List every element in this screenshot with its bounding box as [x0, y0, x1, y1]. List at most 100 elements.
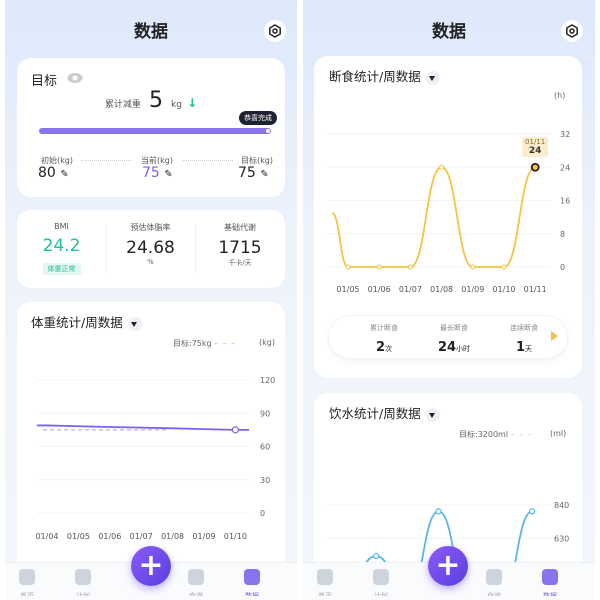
bmr-metric: 基础代谢 1715 千卡/天	[218, 223, 262, 267]
chart-tooltip: 01/11 24	[522, 137, 549, 157]
bmi-value: 24.2	[42, 236, 81, 256]
weight-series-line	[37, 424, 249, 431]
y-tick-label: 30	[260, 476, 270, 485]
tab-3[interactable]: 食谱	[176, 569, 216, 596]
add-record-button[interactable]: +	[131, 546, 171, 586]
summary-item: 连续断食 1天	[510, 324, 538, 355]
y-tick-label: 90	[260, 409, 270, 418]
body-fat-metric: 预估体脂率 24.68 %	[126, 223, 175, 266]
page-title: 数据	[432, 22, 466, 42]
y-tick-label: 630	[554, 535, 569, 544]
page-title: 数据	[134, 22, 168, 42]
loss-value: 5	[148, 88, 163, 113]
goal-label: 目标	[31, 74, 58, 89]
tab-3[interactable]: 食谱	[474, 569, 514, 596]
x-tick-label: 01/08	[161, 532, 184, 541]
tab-icon	[317, 569, 333, 585]
x-tick-label: 01/09	[461, 285, 484, 294]
bmi-status-tag: 体重正常	[42, 263, 81, 275]
settings-button[interactable]	[561, 20, 583, 42]
fasting-line-chart: 0 8 16 24 32 01/05 01/06 01/07 01/08 01/09 01/10 01…	[326, 130, 570, 294]
x-tick-label: 01/08	[430, 285, 453, 294]
weight-line-chart: 0 30 60 90 120 01/04 01/05 01/06 01/07 01/08 01/09…	[35, 376, 275, 541]
tab-icon	[373, 569, 389, 585]
x-tick-label: 01/10	[224, 532, 247, 541]
dashed-legend-icon: – – –	[510, 430, 533, 439]
y-tick-label: 0	[560, 263, 565, 272]
eye-icon[interactable]	[67, 72, 83, 84]
divider	[81, 160, 131, 161]
x-tick-label: 01/05	[336, 285, 359, 294]
goal-card: 目标 累计减重 5 kg ↓ 恭喜完成 初始(kg) 80 ✎ 当前(kg) 7…	[17, 58, 285, 197]
edit-icon: ✎	[164, 169, 173, 180]
add-record-button[interactable]: +	[428, 546, 468, 586]
y-tick-label: 0	[260, 509, 265, 518]
y-tick-label: 60	[260, 443, 270, 452]
fasting-chart-period-dropdown[interactable]: 断食统计/周数据	[329, 66, 440, 85]
summary-item: 累计断食 2次	[370, 324, 398, 355]
x-tick-label: 01/10	[492, 285, 515, 294]
play-arrow-icon[interactable]	[551, 331, 558, 341]
body-metrics-card: BMI 24.2 体重正常 预估体脂率 24.68 % 基础代谢 1715 千卡…	[17, 210, 285, 288]
tab-icon	[188, 569, 204, 585]
tab-1[interactable]: 计划	[63, 569, 103, 596]
tab-0[interactable]: 首页	[305, 569, 345, 596]
data-point	[407, 264, 413, 270]
target-legend: 目标:3200ml	[459, 430, 509, 439]
x-tick-label: 01/11	[524, 285, 547, 294]
y-axis-unit: (kg)	[259, 338, 275, 347]
fasting-summary[interactable]: 累计断食 2次 最长断食 24小时 连续断食 1天	[328, 315, 568, 359]
tab-0[interactable]: 首页	[7, 569, 47, 596]
x-tick-label: 01/06	[98, 532, 121, 541]
edit-icon: ✎	[260, 169, 269, 180]
data-point	[501, 264, 507, 270]
y-tick-label: 8	[560, 230, 565, 239]
tab-icon	[75, 569, 91, 585]
y-tick-label: 16	[560, 197, 570, 206]
arrow-down-icon: ↓	[187, 96, 198, 110]
tab-icon	[19, 569, 35, 585]
data-point	[373, 552, 380, 560]
data-point	[439, 164, 445, 170]
settings-hexagon-icon	[269, 24, 281, 38]
y-axis-unit: (h)	[554, 91, 566, 100]
data-point	[435, 508, 442, 515]
initial-value[interactable]: 80 ✎	[38, 165, 69, 181]
x-tick-label: 01/09	[192, 532, 215, 541]
x-tick-label: 01/06	[368, 285, 391, 294]
target-value[interactable]: 75 ✎	[238, 165, 269, 181]
fasting-series-line	[331, 166, 536, 268]
divider	[183, 160, 233, 161]
caret-down-icon	[127, 316, 142, 331]
caret-down-icon	[425, 70, 440, 85]
data-point	[345, 264, 351, 270]
tab-4[interactable]: 数据	[530, 569, 570, 596]
loss-label: 累计减重	[104, 100, 141, 110]
data-point	[376, 264, 382, 270]
data-point	[231, 426, 239, 434]
tab-icon	[542, 569, 558, 585]
completion-badge: 恭喜完成	[239, 111, 277, 125]
weight-chart-period-dropdown[interactable]: 体重统计/周数据	[31, 312, 142, 331]
current-value[interactable]: 75 ✎	[142, 165, 173, 181]
water-chart-period-dropdown[interactable]: 饮水统计/周数据	[329, 403, 440, 422]
x-tick-label: 01/07	[130, 532, 153, 541]
plus-icon: +	[435, 548, 461, 583]
target-label: 目标(kg)	[241, 156, 273, 165]
data-screen-weight: 数据 目标 累计减重 5 kg ↓ 恭喜完成 初始(kg) 80 ✎ 当前(kg…	[5, 0, 297, 600]
y-tick-label: 24	[560, 163, 570, 172]
initial-label: 初始(kg)	[41, 156, 73, 165]
tab-1[interactable]: 计划	[361, 569, 401, 596]
plus-icon: +	[138, 548, 164, 583]
tab-icon	[486, 569, 502, 585]
settings-hexagon-icon	[566, 24, 578, 38]
y-tick-label: 32	[560, 130, 570, 139]
goal-progress-bar	[39, 128, 271, 134]
settings-button[interactable]	[264, 20, 286, 42]
y-tick-label: 840	[554, 501, 569, 510]
summary-item: 最长断食 24小时	[437, 324, 471, 355]
data-point	[470, 264, 476, 270]
edit-icon: ✎	[60, 169, 69, 180]
y-axis-unit: (ml)	[550, 429, 567, 438]
tab-4[interactable]: 数据	[232, 569, 272, 596]
